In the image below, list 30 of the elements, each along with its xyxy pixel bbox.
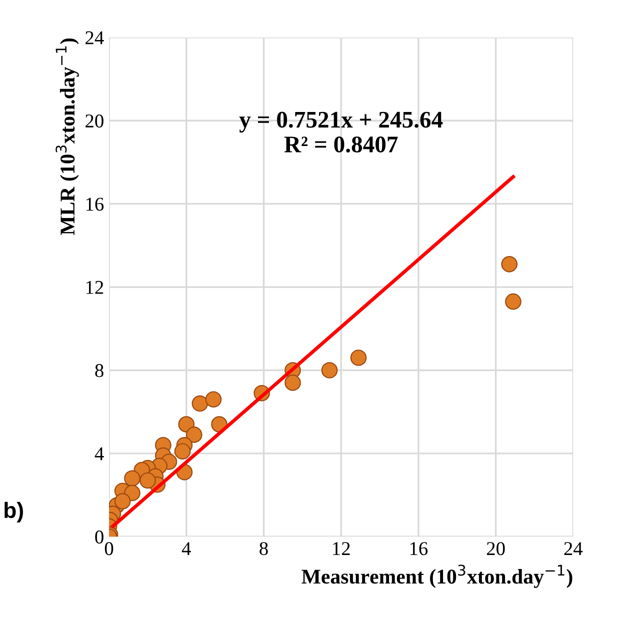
x-tick-label: 0 (104, 542, 114, 556)
x-tick-label: 12 (333, 542, 350, 555)
point (114, 493, 131, 510)
point (186, 426, 202, 443)
x-tick-label: 4 (182, 542, 191, 555)
y-tick-label: 0 (95, 530, 104, 544)
point (350, 350, 367, 366)
y-tick-label: 8 (95, 364, 104, 378)
y-tick-label: 16 (86, 198, 104, 211)
x-tick-label: 24 (564, 542, 583, 555)
text: b) (4, 502, 23, 523)
point (174, 443, 191, 460)
y-tick-label: 20 (86, 114, 104, 128)
point (321, 362, 338, 378)
x-tick-label: 16 (410, 542, 428, 556)
point (284, 374, 301, 391)
y-axis-title: MLR (10$^{3}$xton.day$^{−1}$) (56, 38, 79, 235)
point (124, 470, 140, 487)
x-tick-label: 8 (260, 542, 268, 556)
annotation: y = 0.7521x + 245.64 R² = 0.8407 (239, 112, 443, 153)
x-axis-title: Measurement (10$^{3}$xton.day$^{−1}$) (302, 564, 572, 588)
point (192, 395, 208, 412)
y-tick-label: 24 (86, 31, 104, 44)
point (505, 293, 522, 310)
point (205, 391, 222, 408)
y-tick-label: 4 (94, 447, 104, 460)
x-tick-label: 20 (486, 542, 505, 556)
point (501, 256, 518, 272)
point (140, 472, 156, 489)
y-tick-label: 12 (86, 280, 104, 294)
